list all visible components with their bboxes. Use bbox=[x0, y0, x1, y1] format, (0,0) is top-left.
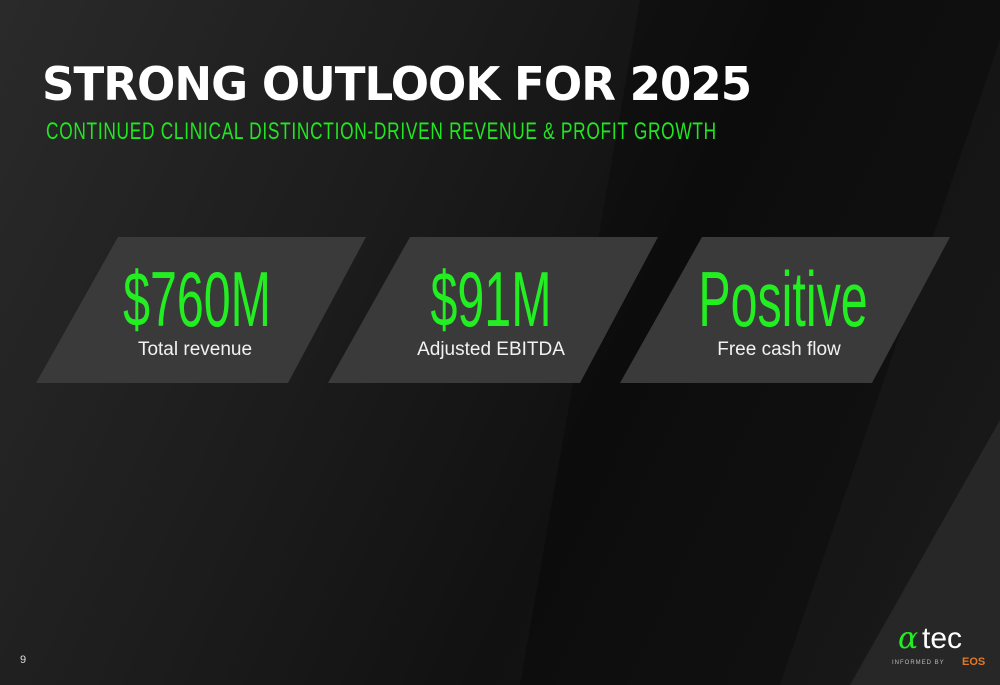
svg-text:INFORMED BY: INFORMED BY bbox=[892, 660, 945, 666]
metric-value: $91M bbox=[430, 255, 552, 343]
metric-value: $760M bbox=[123, 255, 271, 343]
metric-card-ebitda: $91M Adjusted EBITDA bbox=[328, 237, 658, 383]
metric-label: Total revenue bbox=[137, 339, 253, 360]
svg-text:EOS: EOS bbox=[962, 656, 985, 668]
metric-label: Adjusted EBITDA bbox=[417, 339, 565, 360]
metric-value: Positive bbox=[698, 255, 868, 343]
page-number: 9 bbox=[20, 654, 27, 666]
card-background bbox=[36, 237, 366, 383]
card-background bbox=[328, 237, 658, 383]
atec-logo: α tec INFORMED BY EOS bbox=[892, 621, 985, 668]
card-background bbox=[620, 237, 950, 383]
metric-card-revenue: $760M Total revenue bbox=[36, 237, 366, 383]
svg-text:tec: tec bbox=[922, 622, 962, 655]
slide-subtitle: CONTINUED CLINICAL DISTINCTION-DRIVEN RE… bbox=[46, 118, 717, 145]
slide-title: STRONG OUTLOOK FOR 2025 bbox=[42, 57, 752, 111]
metric-card-cash-flow: Positive Free cash flow bbox=[620, 237, 950, 383]
metric-label: Free cash flow bbox=[717, 339, 841, 360]
svg-text:α: α bbox=[898, 621, 918, 656]
